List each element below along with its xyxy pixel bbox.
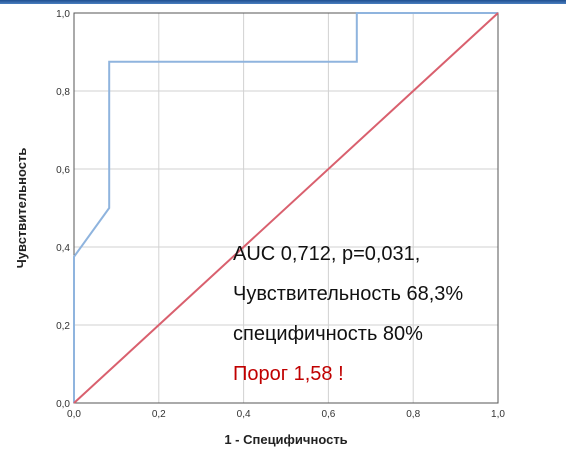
top-accent-bar xyxy=(0,0,566,4)
x-tick-label: 0,4 xyxy=(237,409,251,420)
tick-labels: 0,0 0,2 0,4 0,6 0,8 1,0 0,0 0,2 0,4 0,6 0,8 1,0 xyxy=(56,9,505,420)
y-tick-label: 0,2 xyxy=(56,321,70,332)
x-tick-label: 1,0 xyxy=(491,409,505,420)
chart-series xyxy=(73,12,499,404)
annotation-sensitivity: Чувствительность 68,3% xyxy=(233,283,464,305)
x-axis-title: 1 - Специфичность xyxy=(224,432,347,447)
y-tick-label: 0,8 xyxy=(56,87,70,98)
x-tick-label: 0,2 xyxy=(152,409,166,420)
annotation-specificity: специфичность 80% xyxy=(233,323,423,345)
y-tick-label: 0,4 xyxy=(56,243,70,254)
x-tick-label: 0,8 xyxy=(406,409,420,420)
y-axis-title: Чувствительность xyxy=(14,148,29,269)
y-tick-label: 1,0 xyxy=(56,9,70,20)
x-tick-label: 0,6 xyxy=(321,409,335,420)
y-tick-label: 0,0 xyxy=(56,399,70,410)
plot-frame xyxy=(73,12,499,404)
y-tick-label: 0,6 xyxy=(56,165,70,176)
reference-diagonal-line xyxy=(73,12,499,404)
annotation-threshold: Порог 1,58 ! xyxy=(233,363,344,385)
roc-curve-line xyxy=(73,12,498,403)
annotation-auc: AUC 0,712, p=0,031, xyxy=(233,243,421,265)
x-tick-label: 0,0 xyxy=(67,409,81,420)
